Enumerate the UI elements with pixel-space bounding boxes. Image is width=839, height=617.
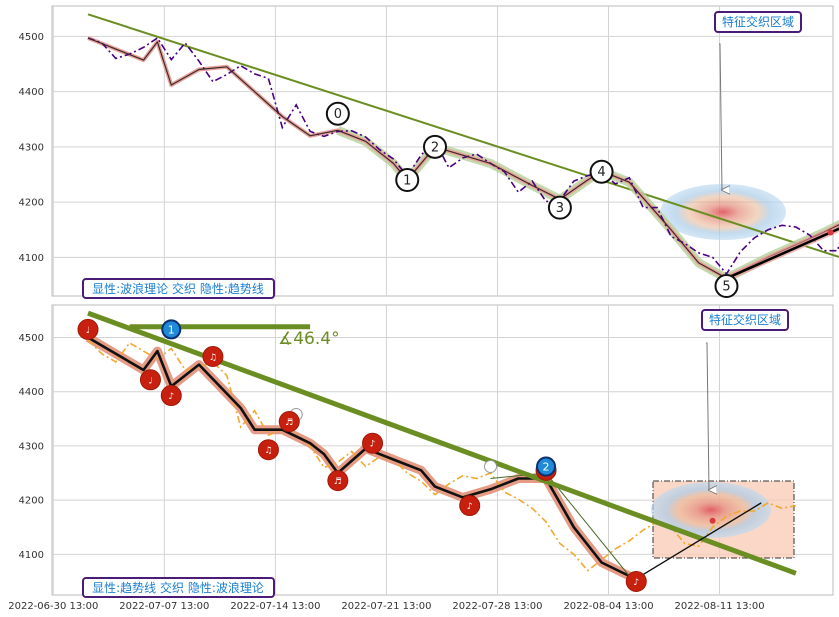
top-caption: 显性:波浪理论 交织 隐性:趋势线: [82, 278, 275, 299]
red-note-symbol: ♬: [285, 418, 293, 428]
blue-wave-marker: [536, 456, 557, 477]
red-note-symbol: ♫: [264, 446, 272, 456]
wave-label: 4: [597, 165, 605, 180]
red-note-symbol: ♪: [633, 578, 639, 588]
bottom-breakout-line: [635, 502, 762, 580]
top-wave-labels: 0 1 2 3 4 5: [325, 101, 739, 299]
top-feature-dot: [827, 229, 834, 236]
wave-label: 1: [403, 174, 411, 189]
bottom-markers: ♩♩♪♫♫♬♬♪♪♪♪12: [77, 318, 647, 592]
x-tick-label: 2022-08-04 13:00: [563, 601, 653, 612]
bottom-feature-dot: [709, 517, 716, 524]
y-tick-label: 4200: [19, 496, 44, 507]
blue-wave-label: 2: [543, 461, 550, 474]
red-note-marker: [362, 432, 384, 454]
top-breakout-line: [725, 227, 839, 280]
x-tick-label: 2022-08-11 13:00: [674, 601, 764, 612]
red-note-marker: [625, 570, 647, 592]
red-note-symbol: ♬: [334, 477, 342, 487]
wave-circle: [395, 168, 420, 192]
wave-circle: [325, 101, 350, 126]
red-note-marker: [257, 439, 279, 461]
bottom-caption: 显性:趋势线 交织 隐性:波浪理论: [82, 577, 275, 598]
bottom-feature-ellipse: [651, 482, 771, 538]
wave-label: 2: [431, 140, 439, 155]
y-tick-label: 4400: [19, 87, 44, 98]
bottom-callout: 特征交织区域: [701, 309, 789, 331]
y-tick-label: 4500: [19, 32, 44, 43]
red-note-symbol: ♪: [168, 392, 174, 402]
red-note-marker: [327, 470, 349, 492]
top-callout-text: 特征交织区域: [722, 14, 794, 29]
top-price-line: [87, 36, 839, 276]
top-callout-arrow: [719, 43, 722, 190]
wave-label: 3: [556, 201, 564, 216]
bottom-callout-arrow: [706, 342, 709, 490]
x-tick-label: 2022-06-30 13:00: [8, 601, 98, 612]
x-tick-label: 2022-07-07 13:00: [119, 601, 209, 612]
wave-circle: [714, 274, 739, 299]
red-note-symbol: ♩: [148, 376, 152, 386]
bottom-y-ticks: 4100 4200 4300 4400 4500: [19, 333, 44, 561]
red-note-symbol: ♪: [370, 440, 376, 450]
blue-wave-label: 1: [168, 323, 175, 336]
wave-circle: [589, 159, 614, 184]
top-y-ticks: 4100 4200 4300 4400 4500: [19, 32, 44, 264]
red-note-marker: [139, 369, 161, 391]
red-note-symbol: ♪: [467, 502, 473, 512]
top-caption-text: 显性:波浪理论 交织 隐性:趋势线: [92, 281, 264, 296]
wave-label: 0: [334, 107, 342, 122]
red-note-marker: [202, 345, 224, 367]
top-feature-ellipse: [660, 184, 786, 240]
top-grid: [52, 6, 833, 296]
y-tick-label: 4100: [19, 253, 44, 264]
x-tick-label: 2022-07-14 13:00: [230, 601, 320, 612]
red-note-marker: [459, 495, 481, 517]
y-tick-label: 4300: [19, 441, 44, 452]
y-tick-label: 4500: [19, 333, 44, 344]
y-tick-label: 4400: [19, 387, 44, 398]
x-tick-label: 2022-07-21 13:00: [341, 601, 431, 612]
y-tick-label: 4100: [19, 550, 44, 561]
angle-label: ∡46.4°: [278, 329, 340, 349]
red-note-marker: [77, 318, 99, 340]
red-note-marker: [278, 411, 300, 433]
y-tick-label: 4200: [19, 198, 44, 209]
red-note-symbol: ♩: [86, 326, 90, 336]
wave-circle: [423, 134, 447, 159]
top-trend-line: [87, 13, 839, 259]
x-tick-label: 2022-07-28 13:00: [452, 601, 542, 612]
top-callout: 特征交织区域: [714, 11, 802, 33]
wave-circle: [547, 195, 572, 220]
blue-wave-marker: [161, 319, 182, 340]
bottom-x-ticks: 2022-06-30 13:00 2022-07-07 13:00 2022-07-…: [8, 601, 764, 612]
y-tick-label: 4300: [19, 142, 44, 153]
bottom-callout-text: 特征交织区域: [709, 312, 781, 327]
top-panel: 4100 4200 4300 4400 4500 0 1 2 3 4 5 特征交织区域 显性:波浪…: [19, 5, 839, 299]
hollow-wave-marker: [484, 460, 498, 474]
red-note-symbol: ♫: [209, 353, 217, 363]
bottom-caption-text: 显性:趋势线 交织 隐性:波浪理论: [92, 580, 264, 595]
red-note-marker: [160, 385, 182, 407]
wave-label: 5: [722, 280, 730, 295]
